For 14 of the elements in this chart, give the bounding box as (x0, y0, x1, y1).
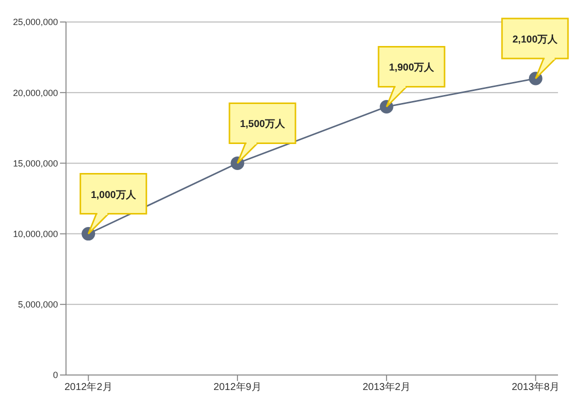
x-tick-label: 2012年9月 (214, 381, 262, 394)
y-tick-label: 5,000,000 (18, 300, 58, 310)
x-tick-label: 2013年8月 (512, 381, 560, 394)
y-tick-label: 0 (52, 370, 58, 380)
annotation: 1,900万人 (389, 62, 436, 74)
annotation: 2,100万人 (512, 33, 559, 46)
x-tick-label: 2012年2月 (64, 381, 112, 394)
y-tick-label: 15,000,000 (12, 158, 58, 168)
annotation: 1,500万人 (240, 118, 286, 130)
y-tick-label: 20,000,000 (12, 88, 58, 98)
x-tick-label: 2013年2月 (362, 381, 410, 394)
y-tick-label: 25,000,000 (12, 17, 58, 28)
y-tick-label: 10,000,000 (12, 228, 58, 239)
annotation: 1,000万人 (90, 188, 137, 201)
